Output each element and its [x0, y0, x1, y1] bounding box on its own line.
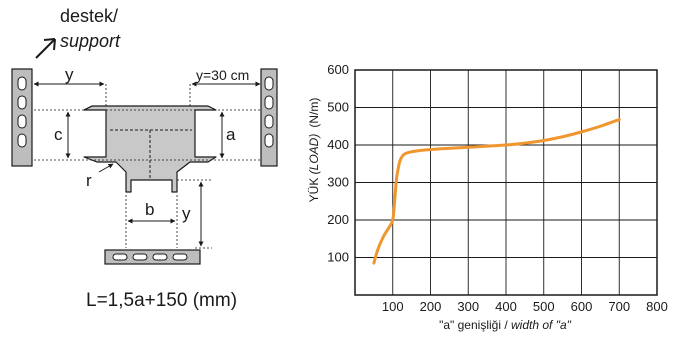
plot-frame — [354, 69, 658, 296]
y-axis-label: YÜK (LOAD) (N/m) — [307, 98, 321, 203]
y-tick-label: 100 — [327, 250, 349, 265]
dim-y-30-label: y=30 cm — [196, 67, 249, 83]
x-tick-label: 400 — [495, 299, 517, 314]
chart-grid — [355, 70, 657, 295]
y-tick-label: 600 — [327, 62, 349, 77]
dim-y-side-label: y — [182, 204, 191, 223]
x-tick-label: 100 — [382, 299, 404, 314]
dim-a-label: a — [226, 125, 236, 144]
tee-fitting-part — [83, 105, 217, 193]
left-support-rail — [11, 68, 33, 167]
bottom-support-rail — [104, 249, 201, 265]
x-tick-labels: 100 200 300 400 500 600 700 800 — [382, 299, 668, 314]
y-tick-label: 400 — [327, 137, 349, 152]
y-tick-label: 200 — [327, 212, 349, 227]
x-axis-label-tr: "a" genişliği / — [439, 318, 511, 332]
y-tick-labels: 100 200 300 400 500 600 — [327, 62, 349, 265]
reference-lines — [34, 84, 262, 249]
y-axis-label-en: (LOAD) — [307, 134, 321, 175]
x-axis-label: "a" genişliği / width of "a" — [439, 318, 572, 332]
y-tick-label: 300 — [327, 175, 349, 190]
x-axis-label-en: width of "a" — [511, 318, 572, 332]
dim-r-label: r — [86, 171, 92, 190]
x-tick-label: 600 — [571, 299, 593, 314]
dim-y-top: y — [33, 65, 105, 87]
dim-y-top-label: y — [65, 65, 74, 84]
x-tick-label: 200 — [420, 299, 442, 314]
dim-r: r — [86, 163, 114, 190]
y-axis-label-unit: (N/m) — [307, 98, 321, 128]
dim-y-side: y — [182, 181, 204, 247]
support-label-tr: destek/ — [60, 6, 118, 26]
dim-a: a — [219, 111, 236, 159]
length-formula: L=1,5a+150 (mm) — [86, 290, 237, 311]
chart-series — [372, 118, 621, 265]
dim-y-30: y=30 cm — [191, 67, 261, 87]
support-label-en: support — [60, 31, 121, 51]
dim-b: b — [127, 200, 176, 224]
load-curve — [372, 118, 621, 265]
y-axis-label-tr: YÜK — [307, 174, 321, 202]
y-tick-label: 500 — [327, 100, 349, 115]
x-tick-label: 500 — [533, 299, 555, 314]
support-pointer-arrow-icon — [35, 38, 56, 59]
dim-c-label: c — [54, 125, 63, 144]
dim-b-label: b — [145, 200, 154, 219]
tee-fitting-diagram: destek/ support — [11, 6, 278, 311]
dim-c: c — [54, 111, 71, 159]
right-support-rail — [260, 68, 278, 167]
x-tick-label: 300 — [457, 299, 479, 314]
x-tick-label: 700 — [608, 299, 630, 314]
x-tick-label: 800 — [646, 299, 668, 314]
